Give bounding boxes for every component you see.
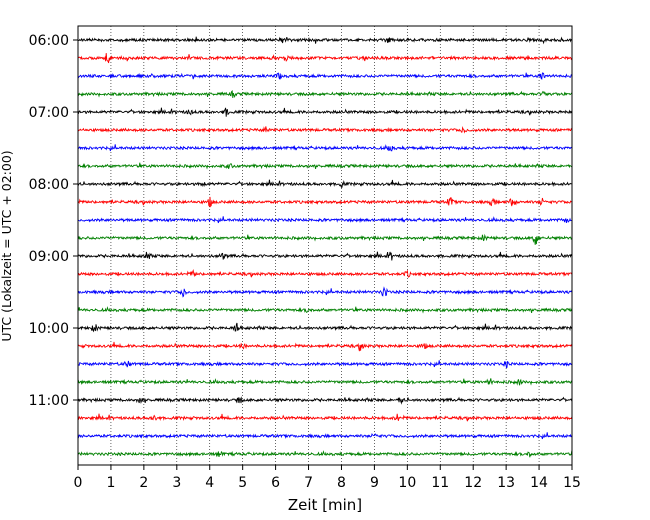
x-tick-label: 3 [172,475,181,491]
trace-line [77,413,573,422]
x-tick-label: 15 [563,475,581,491]
trace-line [77,126,573,134]
trace-line [77,322,573,333]
trace-line [77,196,572,208]
x-tick-label: 9 [370,475,379,491]
trace-line [77,107,573,117]
x-tick-label: 5 [238,475,247,491]
trace-line [77,216,572,224]
x-tick-label: 0 [74,475,83,491]
x-tick-label: 10 [398,475,416,491]
trace-line [77,360,573,369]
trace-line [77,396,573,405]
trace-line [77,179,572,188]
trace-line [77,233,572,245]
trace-line [77,268,573,278]
trace-line [77,251,573,261]
y-tick-label: 09:00 [29,249,69,265]
trace-line [77,432,572,440]
trace-line [77,306,573,314]
plot-frame [77,25,573,466]
y-axis-ticks: 06:00 07:00 08:00 09:00 10:00 11:00 [29,33,78,409]
x-tick-label: 11 [431,475,449,491]
y-tick-label: 08:00 [29,177,69,193]
y-tick-label: 10:00 [29,321,69,337]
trace-line [77,36,572,45]
x-tick-label: 8 [337,475,346,491]
x-axis-label: Zeit [min] [288,496,362,514]
trace-line [77,72,572,80]
y-tick-label: 11:00 [29,393,69,409]
x-axis-ticks: 0 1 2 3 4 5 6 7 8 9 10 11 12 13 14 15 [74,465,581,491]
x-tick-label: 14 [530,475,548,491]
trace-line [77,341,573,352]
x-tick-label: 13 [497,475,515,491]
grid-lines [110,26,540,465]
trace-line [77,162,573,170]
trace-line [77,90,573,99]
x-tick-label: 4 [205,475,214,491]
trace-line [77,378,573,386]
trace-line [77,450,573,458]
x-tick-label: 1 [106,475,115,491]
y-axis-label: UTC (Lokalzeit = UTC + 02:00) [0,150,14,341]
y-tick-label: 06:00 [29,33,69,49]
y-tick-label: 07:00 [29,105,69,121]
x-tick-label: 7 [304,475,313,491]
x-tick-label: 6 [271,475,280,491]
x-tick-label: 2 [139,475,148,491]
x-tick-label: 12 [464,475,482,491]
trace-line [77,53,573,64]
trace-line [77,286,573,298]
seismogram-traces [77,36,573,458]
trace-line [77,144,572,152]
